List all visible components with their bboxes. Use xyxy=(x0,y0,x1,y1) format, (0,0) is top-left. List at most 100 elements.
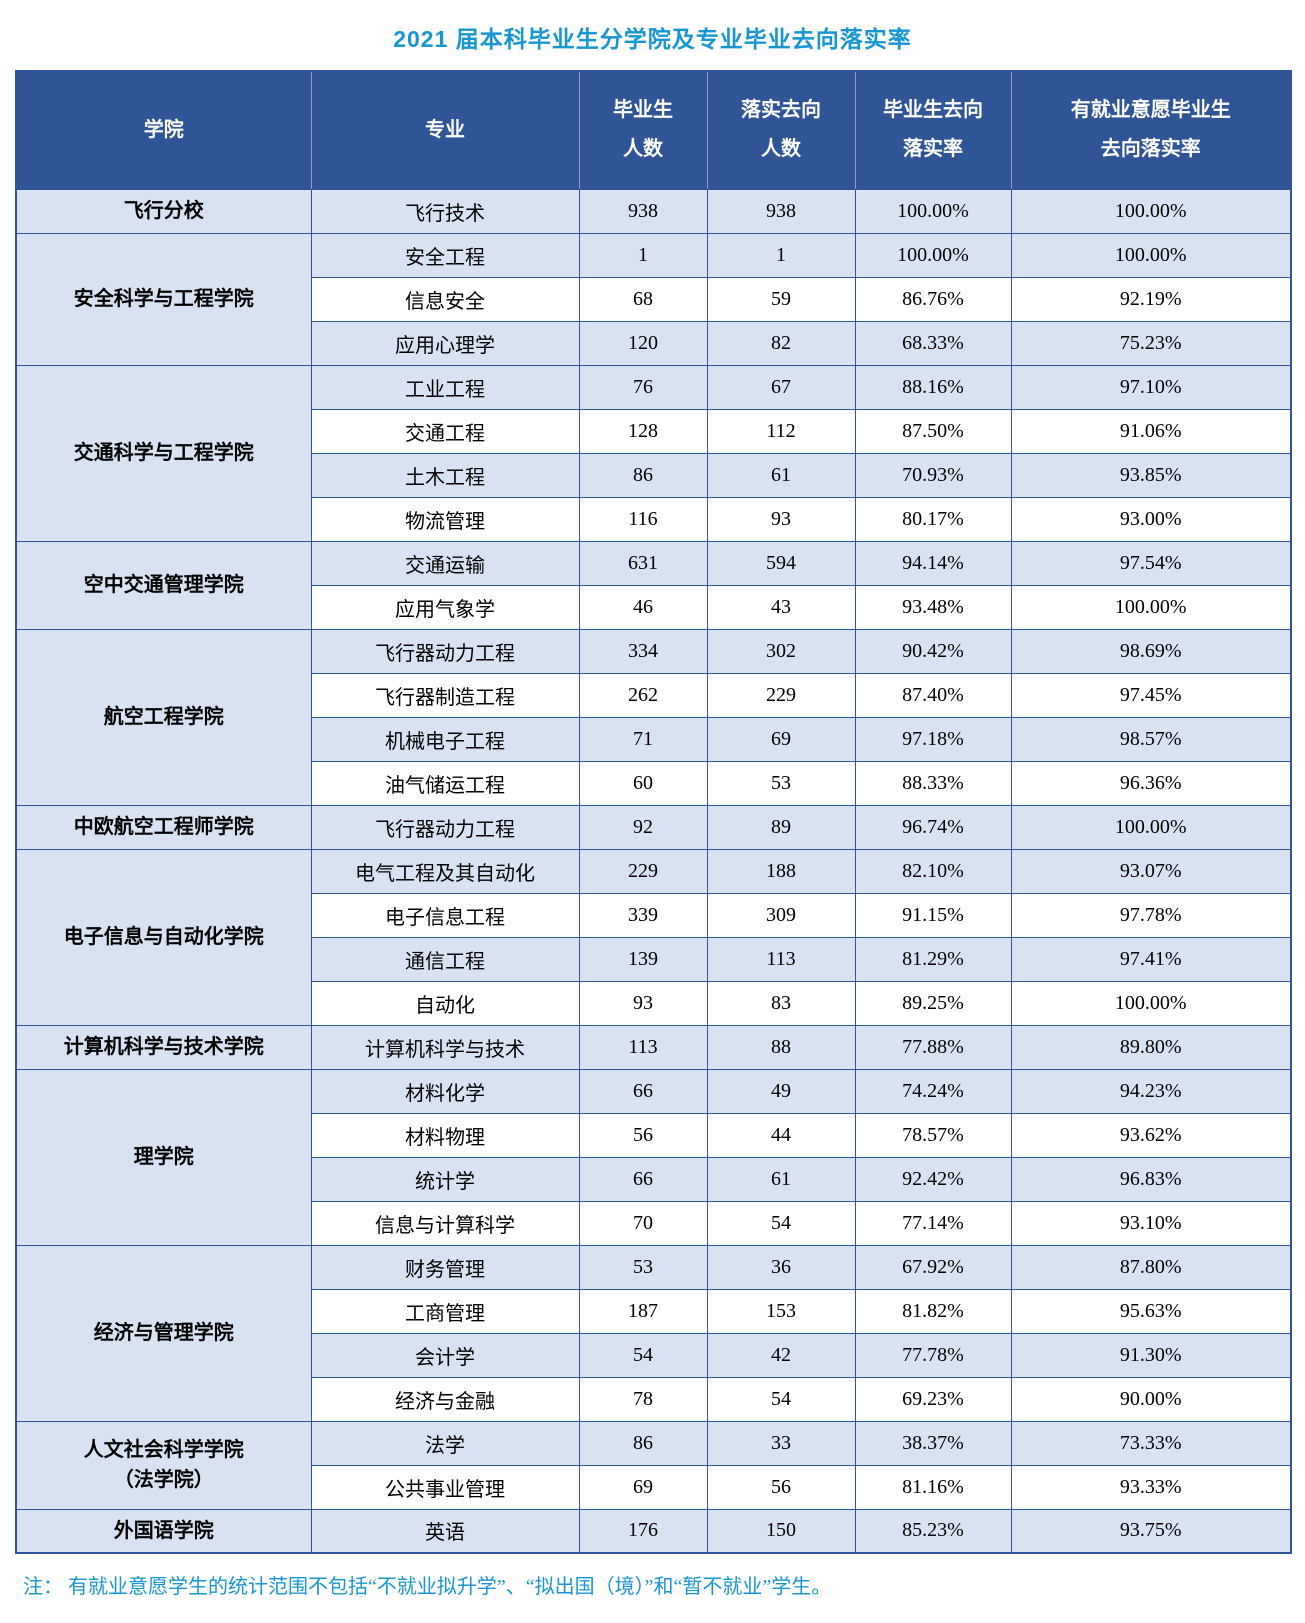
page-title: 2021 届本科毕业生分学院及专业毕业去向落实率 xyxy=(393,26,912,52)
table-row: 会计学 54 42 77.78% 91.30% xyxy=(16,1332,1292,1378)
placement-rate-cell: 92.42% xyxy=(854,1156,1012,1202)
table-row: 应用气象学 46 43 93.48% 100.00% xyxy=(16,584,1292,630)
placement-rate-cell: 86.76% xyxy=(854,276,1012,322)
willing-placement-rate-cell: 91.06% xyxy=(1010,408,1292,454)
major-cell: 自动化 xyxy=(310,980,580,1026)
willing-placement-rate-cell: 90.00% xyxy=(1010,1376,1292,1422)
col-header-willing-placement-rate: 有就业意愿毕业生 去向落实率 xyxy=(1010,70,1292,190)
placed-count-cell: 112 xyxy=(706,408,856,454)
placement-rate-cell: 96.74% xyxy=(854,804,1012,850)
table-row: 飞行分校 飞行技术 938 938 100.00% 100.00% xyxy=(15,188,1292,234)
college-cell: 空中交通管理学院 xyxy=(15,540,312,630)
graduates-count-cell: 46 xyxy=(578,584,708,630)
placed-count-cell: 69 xyxy=(706,716,856,762)
table-row: 飞行器制造工程 262 229 87.40% 97.45% xyxy=(16,672,1292,718)
col-header-college: 学院 xyxy=(15,70,312,190)
willing-placement-rate-cell: 100.00% xyxy=(1010,232,1292,278)
placed-count-cell: 82 xyxy=(706,320,856,366)
placed-count-cell: 93 xyxy=(706,496,856,542)
major-cell: 电气工程及其自动化 xyxy=(310,848,580,894)
graduates-count-cell: 66 xyxy=(578,1068,708,1114)
graduates-count-cell: 66 xyxy=(578,1156,708,1202)
placed-count-cell: 153 xyxy=(706,1288,856,1334)
graduates-count-cell: 938 xyxy=(578,188,708,234)
willing-placement-rate-cell: 100.00% xyxy=(1010,188,1292,234)
table-row: 信息安全 68 59 86.76% 92.19% xyxy=(16,276,1292,322)
major-cell: 飞行技术 xyxy=(310,188,580,234)
major-cell: 计算机科学与技术 xyxy=(310,1024,580,1070)
placement-rate-cell: 78.57% xyxy=(854,1112,1012,1158)
graduates-count-cell: 113 xyxy=(578,1024,708,1070)
major-cell: 财务管理 xyxy=(310,1244,580,1290)
willing-placement-rate-cell: 97.10% xyxy=(1010,364,1292,410)
table-header-row: 学院 专业 毕业生 人数 落实去向 人数 毕业生去向 落实率 有就业意愿毕业生 … xyxy=(15,70,1292,190)
graduates-count-cell: 139 xyxy=(578,936,708,982)
college-cell: 计算机科学与技术学院 xyxy=(15,1024,312,1070)
table-row: 安全科学与工程学院 安全工程 1 1 100.00% 100.00% xyxy=(15,232,1292,366)
table-row: 航空工程学院 飞行器动力工程 334 302 90.42% 98.69% xyxy=(15,628,1292,806)
college-cell: 理学院 xyxy=(15,1068,312,1246)
major-cell: 交通工程 xyxy=(310,408,580,454)
willing-placement-rate-cell: 94.23% xyxy=(1010,1068,1292,1114)
graduates-count-cell: 54 xyxy=(578,1332,708,1378)
graduates-count-cell: 78 xyxy=(578,1376,708,1422)
placed-count-cell: 1 xyxy=(706,232,856,278)
major-cell: 飞行器制造工程 xyxy=(310,672,580,718)
placed-count-cell: 594 xyxy=(706,540,856,586)
table-row: 公共事业管理 69 56 81.16% 93.33% xyxy=(16,1464,1292,1510)
graduates-count-cell: 71 xyxy=(578,716,708,762)
major-cell: 油气储运工程 xyxy=(310,760,580,806)
col-header-placement-rate: 毕业生去向 落实率 xyxy=(854,70,1012,190)
placement-rate-cell: 74.24% xyxy=(854,1068,1012,1114)
placement-rate-cell: 77.78% xyxy=(854,1332,1012,1378)
graduates-count-cell: 631 xyxy=(578,540,708,586)
willing-placement-rate-cell: 96.83% xyxy=(1010,1156,1292,1202)
willing-placement-rate-cell: 91.30% xyxy=(1010,1332,1292,1378)
college-cell: 安全科学与工程学院 xyxy=(15,232,312,366)
graduates-count-cell: 1 xyxy=(578,232,708,278)
table-row: 经济与管理学院 财务管理 53 36 67.92% 87.80% xyxy=(15,1244,1292,1422)
placement-rate-cell: 88.16% xyxy=(854,364,1012,410)
major-cell: 土木工程 xyxy=(310,452,580,498)
placement-rate-cell: 90.42% xyxy=(854,628,1012,674)
graduates-count-cell: 93 xyxy=(578,980,708,1026)
willing-placement-rate-cell: 100.00% xyxy=(1010,584,1292,630)
graduates-count-cell: 120 xyxy=(578,320,708,366)
placed-count-cell: 113 xyxy=(706,936,856,982)
col-header-graduate-count: 毕业生 人数 xyxy=(578,70,708,190)
willing-placement-rate-cell: 93.00% xyxy=(1010,496,1292,542)
placed-count-cell: 61 xyxy=(706,452,856,498)
major-cell: 会计学 xyxy=(310,1332,580,1378)
major-cell: 飞行器动力工程 xyxy=(310,628,580,674)
major-cell: 法学 xyxy=(310,1420,580,1466)
graduates-count-cell: 116 xyxy=(578,496,708,542)
graduates-count-cell: 53 xyxy=(578,1244,708,1290)
table-row: 空中交通管理学院 交通运输 631 594 94.14% 97.54% xyxy=(15,540,1292,630)
college-cell: 外国语学院 xyxy=(15,1508,312,1554)
major-cell: 材料物理 xyxy=(310,1112,580,1158)
placed-count-cell: 89 xyxy=(706,804,856,850)
placed-count-cell: 61 xyxy=(706,1156,856,1202)
placement-rate-cell: 100.00% xyxy=(854,188,1012,234)
placed-count-cell: 54 xyxy=(706,1376,856,1422)
willing-placement-rate-cell: 87.80% xyxy=(1010,1244,1292,1290)
major-cell: 通信工程 xyxy=(310,936,580,982)
major-cell: 安全工程 xyxy=(310,232,580,278)
placement-rate-cell: 100.00% xyxy=(854,232,1012,278)
table-row: 理学院 材料化学 66 49 74.24% 94.23% xyxy=(15,1068,1292,1246)
graduates-count-cell: 128 xyxy=(578,408,708,454)
placed-count-cell: 36 xyxy=(706,1244,856,1290)
graduates-count-cell: 56 xyxy=(578,1112,708,1158)
major-cell: 统计学 xyxy=(310,1156,580,1202)
footnote: 注： 有就业意愿学生的统计范围不包括“不就业拟升学”、“拟出国（境）”和“暂不就… xyxy=(23,1576,832,1598)
placement-rate-cell: 69.23% xyxy=(854,1376,1012,1422)
willing-placement-rate-cell: 100.00% xyxy=(1010,980,1292,1026)
placement-rate-cell: 82.10% xyxy=(854,848,1012,894)
willing-placement-rate-cell: 93.62% xyxy=(1010,1112,1292,1158)
graduates-count-cell: 92 xyxy=(578,804,708,850)
graduates-count-cell: 187 xyxy=(578,1288,708,1334)
willing-placement-rate-cell: 100.00% xyxy=(1010,804,1292,850)
major-cell: 工商管理 xyxy=(310,1288,580,1334)
table-row: 机械电子工程 71 69 97.18% 98.57% xyxy=(16,716,1292,762)
table-row: 计算机科学与技术学院 计算机科学与技术 113 88 77.88% 89.80% xyxy=(15,1024,1292,1070)
